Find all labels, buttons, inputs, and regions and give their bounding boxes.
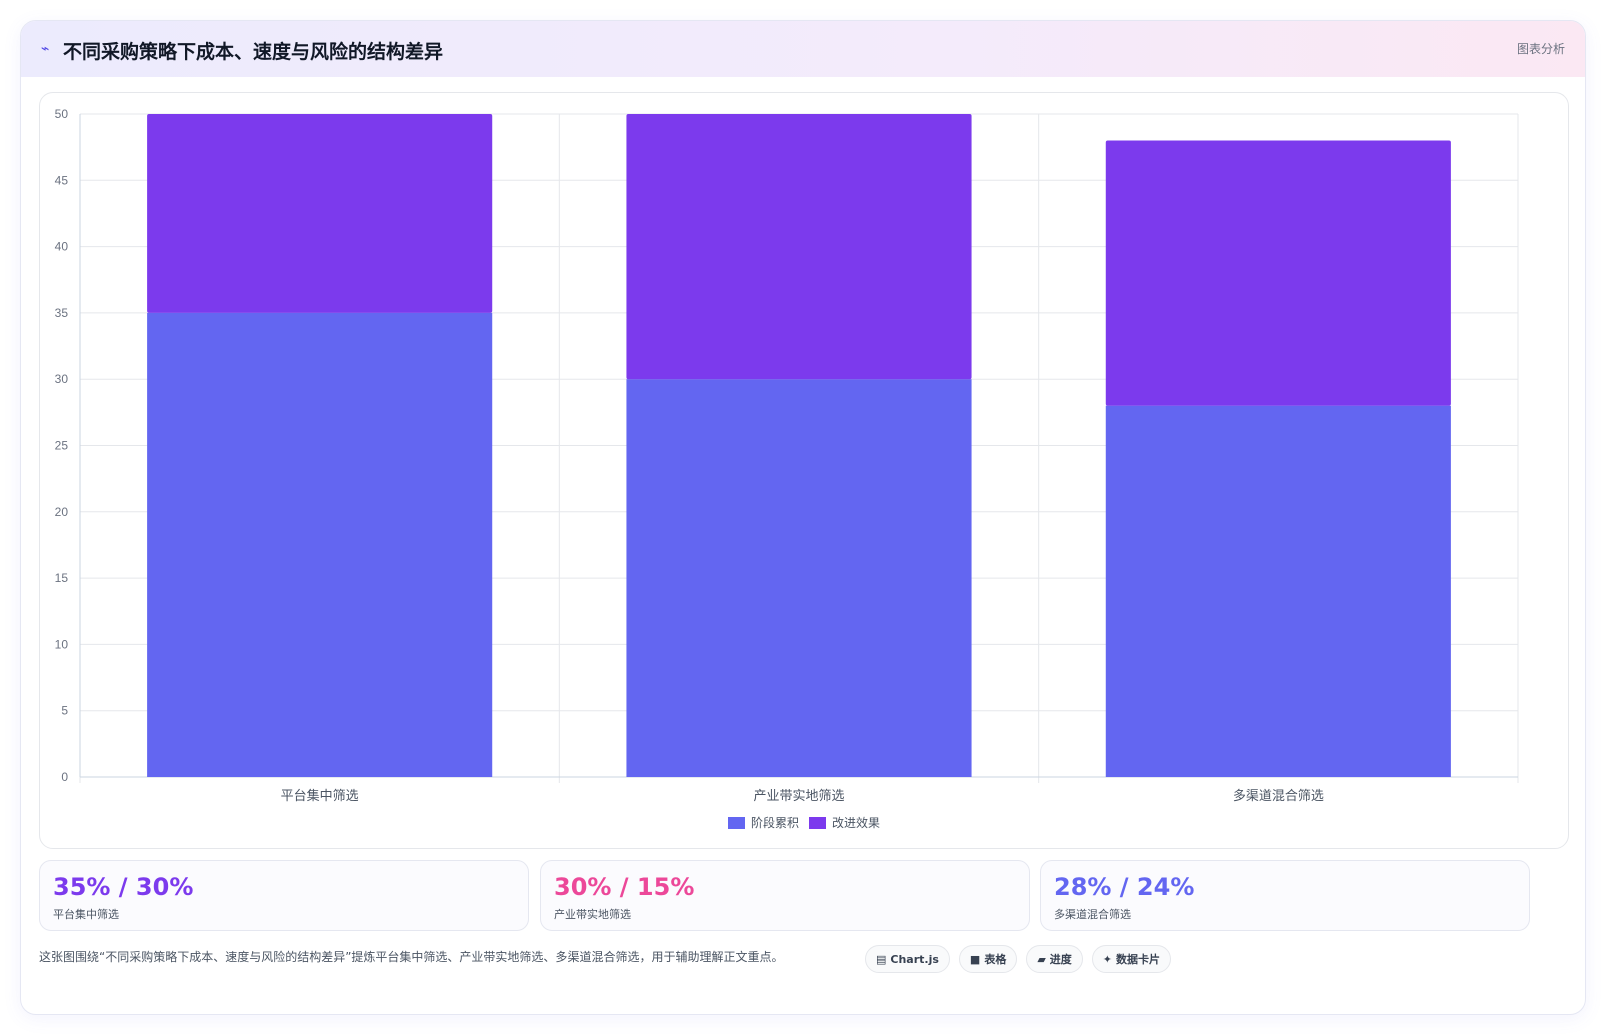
card-header: ⌁ 不同采购策略下成本、速度与风险的结构差异 图表分析 (21, 21, 1585, 77)
progress-icon: ▰ (1037, 952, 1046, 966)
bar-stage-cumulative (147, 312, 493, 777)
y-tick-label: 50 (55, 107, 69, 121)
y-tick-label: 20 (55, 505, 69, 519)
page-title: 不同采购策略下成本、速度与风险的结构差异 (63, 41, 444, 63)
y-tick-label: 40 (55, 240, 69, 254)
stat-card-3: 28% / 24% 多渠道混合筛选 (1040, 860, 1530, 931)
chip-progress[interactable]: ▰ 进度 (1026, 945, 1083, 973)
chip-data-cards[interactable]: ✦ 数据卡片 (1091, 945, 1172, 973)
stat-card-1: 35% / 30% 平台集中筛选 (39, 860, 529, 931)
legend-label: 改进效果 (832, 816, 881, 830)
chip-table[interactable]: ■ 表格 (958, 945, 1018, 973)
stat-value: 30% / 15% (554, 873, 695, 901)
bar-stage-cumulative (1105, 405, 1451, 777)
stat-label: 平台集中筛选 (53, 908, 119, 921)
stat-value: 35% / 30% (53, 873, 194, 901)
y-tick-label: 0 (61, 770, 68, 784)
stat-value: 28% / 24% (1054, 873, 1195, 901)
stat-label: 多渠道混合筛选 (1054, 908, 1131, 921)
bar-improvement (1105, 140, 1451, 406)
chart-card: ⌁ 不同采购策略下成本、速度与风险的结构差异 图表分析 0 5 10 15 20 25 30… (20, 20, 1586, 1015)
bar-stage-cumulative (626, 379, 972, 777)
x-tick-label: 产业带实地筛选 (753, 788, 844, 803)
chip-label: Chart.js (890, 952, 939, 966)
bar-improvement (147, 114, 493, 313)
legend-swatch (727, 816, 745, 829)
stat-label: 产业带实地筛选 (554, 908, 631, 921)
legend-swatch (809, 816, 826, 829)
bar-improvement (626, 114, 972, 380)
legend-item[interactable]: 阶段累积 (727, 814, 799, 831)
x-tick-label: 多渠道混合筛选 (1233, 788, 1324, 803)
legend-label: 阶段累积 (750, 816, 799, 830)
chip-chartjs[interactable]: ▤ Chart.js (865, 945, 950, 973)
y-tick-label: 5 (61, 704, 68, 718)
chip-label: 进度 (1049, 953, 1072, 966)
chip-label: 表格 (984, 953, 1007, 966)
stat-card-2: 30% / 15% 产业带实地筛选 (540, 860, 1030, 931)
y-tick-label: 45 (55, 173, 69, 187)
chart-description: 这张图围绕“不同采购策略下成本、速度与风险的结构差异”提炼平台集中筛选、产业带实… (39, 950, 784, 964)
x-tick-label: 平台集中筛选 (281, 788, 359, 803)
table-icon: ■ (969, 952, 981, 966)
chip-row: ▤ Chart.js ■ 表格 ▰ 进度 ✦ 数据卡片 (865, 945, 1172, 973)
y-tick-label: 35 (55, 306, 69, 320)
chart-icon: ▤ (876, 952, 887, 966)
stacked-bar-chart: 0 5 10 15 20 25 30 35 40 45 50 平台集中筛选 产业带实地筛选 多渠道混合筛选 (55, 107, 1519, 803)
y-tick-label: 30 (55, 372, 69, 386)
legend-item[interactable]: 改进效果 (809, 814, 880, 831)
header-tag: 图表分析 (1516, 42, 1565, 56)
chart-legend: 阶段累积 改进效果 (40, 814, 1568, 831)
chip-label: 数据卡片 (1116, 953, 1161, 966)
y-tick-label: 10 (55, 637, 69, 651)
sparkle-icon: ✦ (1102, 952, 1113, 966)
y-tick-label: 15 (55, 571, 69, 585)
y-tick-label: 25 (55, 439, 69, 453)
chart-panel: 0 5 10 15 20 25 30 35 40 45 50 平台集中筛选 产业带实地筛选 多渠道混合筛选… (39, 92, 1569, 849)
trend-icon: ⌁ (41, 41, 50, 57)
